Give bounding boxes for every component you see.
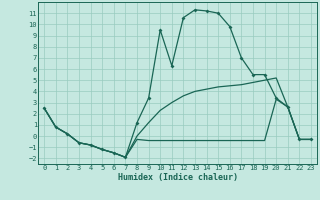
X-axis label: Humidex (Indice chaleur): Humidex (Indice chaleur) [118,173,238,182]
